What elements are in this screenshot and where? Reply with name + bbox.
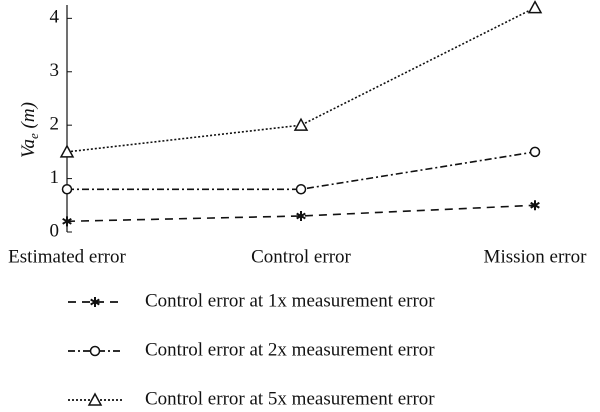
marker xyxy=(61,184,73,195)
marker xyxy=(293,117,309,131)
y-tick-label: 3 xyxy=(50,60,60,81)
legend-label: Control error at 1x measurement error xyxy=(145,290,435,311)
legend-label: Control error at 2x measurement error xyxy=(145,339,435,360)
marker xyxy=(530,200,540,211)
marker xyxy=(295,184,307,195)
y-tick-label: 2 xyxy=(50,114,60,135)
y-tick-label: 0 xyxy=(50,220,60,241)
marker xyxy=(529,146,541,158)
legend-marker xyxy=(87,392,103,406)
y-tick-label: 1 xyxy=(50,167,60,188)
series-line xyxy=(67,151,536,191)
y-tick-label: 4 xyxy=(50,7,60,28)
marker xyxy=(527,0,543,14)
x-tick-label: Control error xyxy=(251,246,351,267)
legend-label: Control error at 5x measurement error xyxy=(145,388,435,409)
y-axis-label: Vae (m) xyxy=(18,102,41,158)
marker xyxy=(59,144,75,158)
legend-marker xyxy=(90,297,100,307)
x-tick-label: Estimated error xyxy=(8,246,126,267)
marker xyxy=(62,216,72,227)
legend-marker xyxy=(89,345,101,357)
x-tick-label: Mission error xyxy=(484,246,588,267)
marker xyxy=(296,210,306,221)
